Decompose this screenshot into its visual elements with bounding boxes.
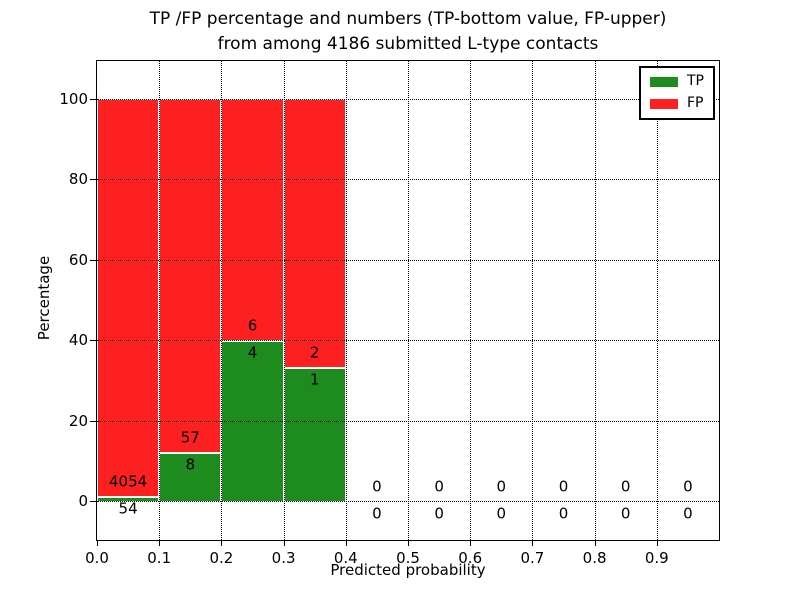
x-tick-label: 0.4 bbox=[333, 549, 358, 567]
fp-legend-label: FP bbox=[687, 95, 704, 111]
gridline-vertical bbox=[532, 61, 534, 540]
fp-count-label: 4054 bbox=[109, 472, 148, 491]
chart-title-line-1: TP /FP percentage and numbers (TP-bottom… bbox=[149, 9, 667, 29]
chart-title: TP /FP percentage and numbers (TP-bottom… bbox=[96, 7, 720, 57]
legend-entry-fp: FP bbox=[650, 96, 704, 111]
fp-count-label: 0 bbox=[434, 477, 444, 496]
tp-count-label: 0 bbox=[434, 504, 444, 523]
y-tick-label: 20 bbox=[68, 411, 88, 430]
y-tick-mark bbox=[90, 501, 96, 502]
tp-count-label: 0 bbox=[496, 504, 507, 523]
tp-bar-segment bbox=[97, 495, 160, 501]
fp-count-label: 0 bbox=[620, 477, 631, 496]
fp-count-label: 0 bbox=[496, 477, 507, 496]
legend: TP FP bbox=[639, 66, 715, 120]
y-tick-label: 80 bbox=[68, 170, 88, 189]
x-tick-label: 0.8 bbox=[582, 549, 607, 567]
tp-count-label: 54 bbox=[118, 499, 138, 518]
y-tick-label: 40 bbox=[68, 331, 88, 350]
chart-title-line-2: from among 4186 submitted L-type contact… bbox=[217, 34, 599, 54]
fp-count-label: 57 bbox=[180, 428, 200, 446]
y-tick-mark bbox=[90, 420, 96, 422]
tp-count-label: 0 bbox=[620, 504, 631, 523]
x-tick-mark bbox=[470, 541, 472, 546]
x-tick-label: 0.7 bbox=[520, 549, 545, 567]
x-tick-mark bbox=[221, 541, 223, 546]
plot-area: TP FP 4054 54 57 8 6 4 2 1 0 0 0 0 0 0 0 0 0 0 0 0 bbox=[96, 60, 720, 541]
tp-count-label: 8 bbox=[185, 455, 196, 473]
tp-count-label: 0 bbox=[683, 504, 693, 523]
y-tick-mark bbox=[90, 99, 96, 100]
x-tick-label: 0.0 bbox=[85, 549, 109, 567]
tp-bar-segment bbox=[283, 367, 346, 501]
x-tick-mark bbox=[97, 541, 98, 546]
x-tick-mark bbox=[345, 541, 347, 546]
y-tick-label: 0 bbox=[78, 492, 88, 510]
x-tick-label: 0.9 bbox=[644, 549, 669, 567]
fp-count-label: 0 bbox=[372, 477, 382, 496]
tp-count-label: 0 bbox=[372, 504, 382, 523]
gridline-vertical bbox=[408, 61, 409, 540]
legend-entry-tp: TP bbox=[650, 74, 704, 89]
x-tick-mark bbox=[283, 541, 285, 546]
tp-legend-label: TP bbox=[687, 73, 704, 89]
tp-legend-swatch bbox=[650, 76, 678, 87]
x-tick-label: 0.6 bbox=[458, 549, 483, 567]
tp-bar-segment bbox=[159, 451, 222, 501]
x-tick-label: 0.3 bbox=[271, 549, 296, 567]
x-tick-label: 0.1 bbox=[147, 549, 172, 567]
x-tick-mark bbox=[159, 541, 161, 546]
y-tick-mark bbox=[90, 179, 96, 181]
fp-bar-segment bbox=[221, 99, 284, 341]
fp-bar-segment bbox=[159, 99, 222, 452]
y-tick-label: 100 bbox=[59, 90, 88, 108]
fp-legend-swatch bbox=[650, 98, 678, 109]
fp-bar-segment bbox=[97, 99, 160, 496]
tp-count-label: 4 bbox=[247, 343, 258, 362]
x-tick-label: 0.2 bbox=[209, 549, 234, 567]
gridline-vertical bbox=[470, 61, 472, 540]
tp-count-label: 0 bbox=[558, 504, 569, 523]
gridline-vertical bbox=[345, 61, 347, 540]
gridline-vertical bbox=[594, 61, 596, 540]
x-tick-mark bbox=[594, 541, 596, 546]
fp-bar-segment bbox=[283, 99, 346, 367]
y-tick-mark bbox=[90, 259, 96, 261]
fp-count-label: 0 bbox=[683, 477, 693, 496]
fp-count-label: 6 bbox=[247, 316, 258, 335]
fp-count-label: 2 bbox=[309, 343, 320, 362]
gridline-vertical bbox=[283, 61, 285, 540]
x-tick-mark bbox=[532, 541, 534, 546]
x-tick-label: 0.5 bbox=[396, 549, 420, 567]
x-tick-mark bbox=[408, 541, 409, 546]
y-tick-mark bbox=[90, 340, 96, 342]
gridline-vertical bbox=[159, 61, 161, 540]
y-tick-label: 60 bbox=[68, 250, 88, 269]
fp-count-label: 0 bbox=[558, 477, 569, 496]
gridline-vertical bbox=[656, 61, 658, 540]
x-axis-label: Predicted probability bbox=[330, 561, 486, 579]
gridline-vertical bbox=[221, 61, 223, 540]
x-tick-mark bbox=[656, 541, 658, 546]
tp-count-label: 1 bbox=[309, 370, 320, 389]
